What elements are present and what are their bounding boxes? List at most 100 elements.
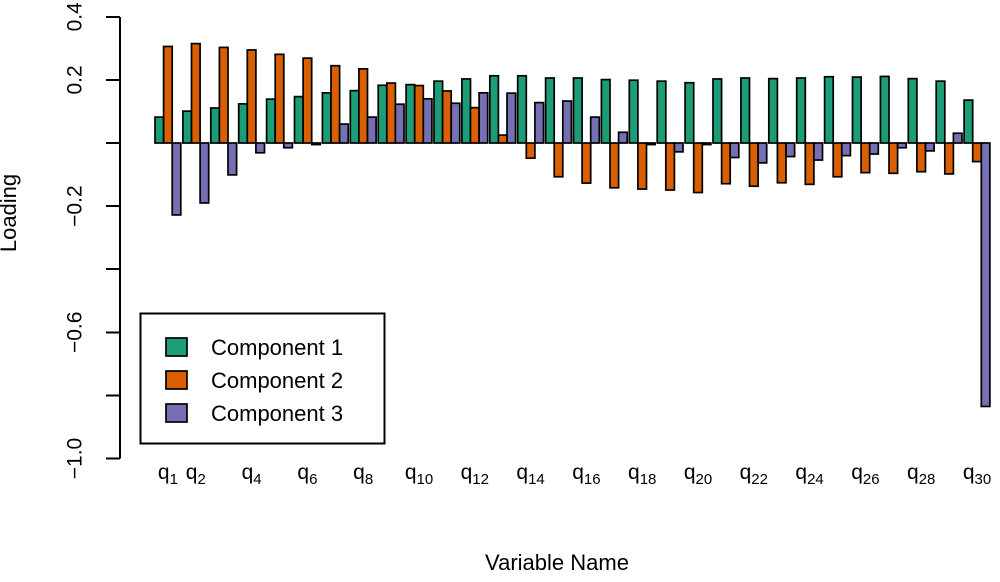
bar-q17-component-2 (609, 142, 620, 189)
bar-q28-component-1 (907, 77, 918, 144)
x-axis-title: Variable Name (485, 550, 629, 575)
bar-q28-component-2 (916, 142, 927, 173)
y-axis-title: Loading (0, 174, 21, 252)
x-axis-labels: q1 q2 q4 q6 q8 q10 q12 q14 q16 q18 q20 q22 q24 q26 q28… (158, 461, 991, 488)
bar-q18-component-1 (628, 79, 639, 144)
bar-q27-component-1 (879, 75, 890, 144)
x-tick-label-q1: q1 (158, 461, 178, 488)
bar-q6-component-2 (302, 57, 313, 144)
bar-q13-component-2 (497, 134, 508, 144)
bar-q12-component-2 (469, 106, 480, 144)
bar-q24-component-1 (795, 77, 807, 144)
bar-q29-component-1 (935, 80, 946, 144)
bar-q1-component-3 (171, 142, 182, 216)
bar-q27-component-3 (896, 142, 908, 149)
legend-swatch-component-2 (165, 370, 188, 390)
bar-q26-component-1 (851, 76, 862, 144)
bar-q5-component-2 (274, 53, 285, 144)
bar-q17-component-3 (617, 131, 629, 144)
x-tick-label-q24: q24 (795, 461, 823, 488)
bar-q9-component-1 (377, 84, 388, 144)
bar-q21-component-2 (720, 142, 732, 185)
bar-q22-component-1 (740, 77, 751, 144)
bar-q2-component-1 (182, 110, 193, 144)
bar-q10-component-2 (413, 84, 425, 144)
bar-q30-component-2 (971, 142, 983, 163)
x-tick-label-q30: q30 (963, 461, 991, 488)
bar-q22-component-3 (757, 142, 768, 164)
bar-q7-component-2 (330, 64, 341, 144)
bar-q12-component-1 (461, 78, 472, 144)
bar-q11-component-1 (433, 80, 444, 144)
bar-q20-component-1 (684, 81, 695, 144)
bars (154, 42, 991, 408)
x-tick-label-q12: q12 (461, 461, 489, 488)
bar-q21-component-3 (729, 142, 740, 159)
bar-q26-component-3 (868, 142, 880, 155)
bar-q19-component-2 (664, 142, 676, 191)
bar-q14-component-1 (516, 74, 528, 144)
bar-q20-component-2 (692, 142, 704, 194)
bar-q16-component-2 (581, 142, 592, 184)
bar-q1-component-2 (162, 45, 174, 144)
bar-q24-component-3 (813, 142, 824, 161)
y-tick-label: −1.0 (64, 438, 87, 479)
bar-q5-component-3 (282, 142, 294, 149)
bar-q13-component-1 (488, 74, 500, 144)
bar-q18-component-2 (637, 142, 648, 190)
bar-q23-component-1 (767, 77, 779, 144)
bar-q20-component-3 (701, 142, 712, 146)
bar-q11-component-2 (441, 90, 453, 144)
bar-q11-component-3 (450, 102, 461, 144)
x-tick-label-q10: q10 (405, 461, 433, 488)
bar-q6-component-1 (293, 95, 304, 144)
x-tick-label-q8: q8 (353, 461, 373, 488)
bar-q8-component-2 (358, 68, 369, 144)
bar-q10-component-1 (405, 83, 416, 144)
legend: Component 1 Component 2 Component 3 (139, 312, 386, 445)
bar-q7-component-1 (321, 91, 332, 144)
bar-q3-component-1 (209, 107, 221, 144)
bar-q4-component-2 (246, 49, 257, 144)
bar-q8-component-3 (366, 116, 377, 144)
bar-q24-component-2 (804, 142, 815, 186)
bar-q4-component-3 (255, 142, 266, 154)
bar-q13-component-3 (506, 92, 517, 144)
bar-q23-component-2 (776, 142, 787, 184)
bar-q14-component-2 (525, 142, 536, 159)
bar-q26-component-2 (860, 142, 871, 174)
bar-q7-component-3 (338, 123, 350, 144)
legend-label-component-3: Component 3 (211, 401, 343, 426)
bar-q8-component-1 (349, 89, 360, 144)
bar-q9-component-3 (394, 103, 405, 144)
bar-q30-component-1 (963, 99, 974, 144)
x-tick-label-q6: q6 (297, 461, 317, 488)
bar-q19-component-3 (673, 142, 684, 153)
legend-swatch-component-3 (165, 403, 188, 423)
x-tick-label-q14: q14 (516, 461, 544, 488)
bar-q2-component-2 (190, 42, 201, 144)
bar-q30-component-3 (980, 142, 991, 408)
bar-q19-component-1 (656, 80, 667, 144)
bar-q14-component-3 (534, 101, 545, 144)
bar-q15-component-3 (561, 100, 573, 144)
x-tick-label-q22: q22 (740, 461, 768, 488)
x-tick-label-q26: q26 (851, 461, 879, 488)
bar-q18-component-3 (645, 142, 656, 146)
legend-label-component-1: Component 1 (211, 335, 343, 360)
bar-q12-component-3 (478, 91, 489, 144)
bar-q28-component-3 (924, 142, 935, 152)
bar-q10-component-3 (422, 97, 433, 144)
bar-q5-component-1 (265, 98, 277, 144)
bar-q1-component-1 (154, 116, 165, 144)
bar-q21-component-1 (712, 78, 723, 144)
legend-swatch-component-1 (165, 337, 188, 357)
x-tick-label-q16: q16 (572, 461, 600, 488)
bar-q25-component-1 (823, 75, 835, 144)
y-axis: 0.4 0.2 −0.2 −0.6 −1.0 (64, 2, 121, 479)
bar-q2-component-3 (199, 142, 210, 204)
y-tick-label: −0.6 (64, 312, 87, 353)
x-tick-label-q20: q20 (684, 461, 712, 488)
